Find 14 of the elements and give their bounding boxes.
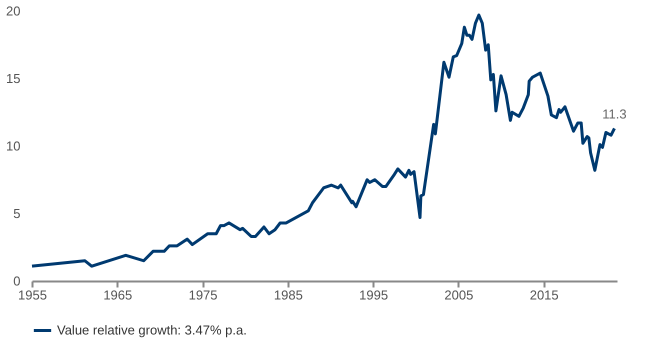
y-tick-label: 20: [6, 4, 20, 18]
x-tick-label: 2005: [444, 288, 474, 302]
annotation: 11.3: [602, 106, 627, 122]
y-tick-label: 0: [13, 274, 20, 288]
x-tick-label: 1995: [359, 288, 388, 302]
legend-label: Value relative growth: 3.47% p.a.: [57, 322, 247, 338]
y-tick-label: 10: [6, 138, 20, 154]
x-tick-label: 1985: [274, 288, 303, 302]
x-tick-label: 1955: [18, 288, 47, 302]
x-tick-label: 2015: [530, 288, 559, 302]
x-tick-label: 1975: [188, 288, 218, 302]
y-tick-label: 5: [13, 206, 20, 221]
x-tick-label: 1965: [103, 288, 132, 302]
y-tick-label: 15: [6, 71, 20, 86]
